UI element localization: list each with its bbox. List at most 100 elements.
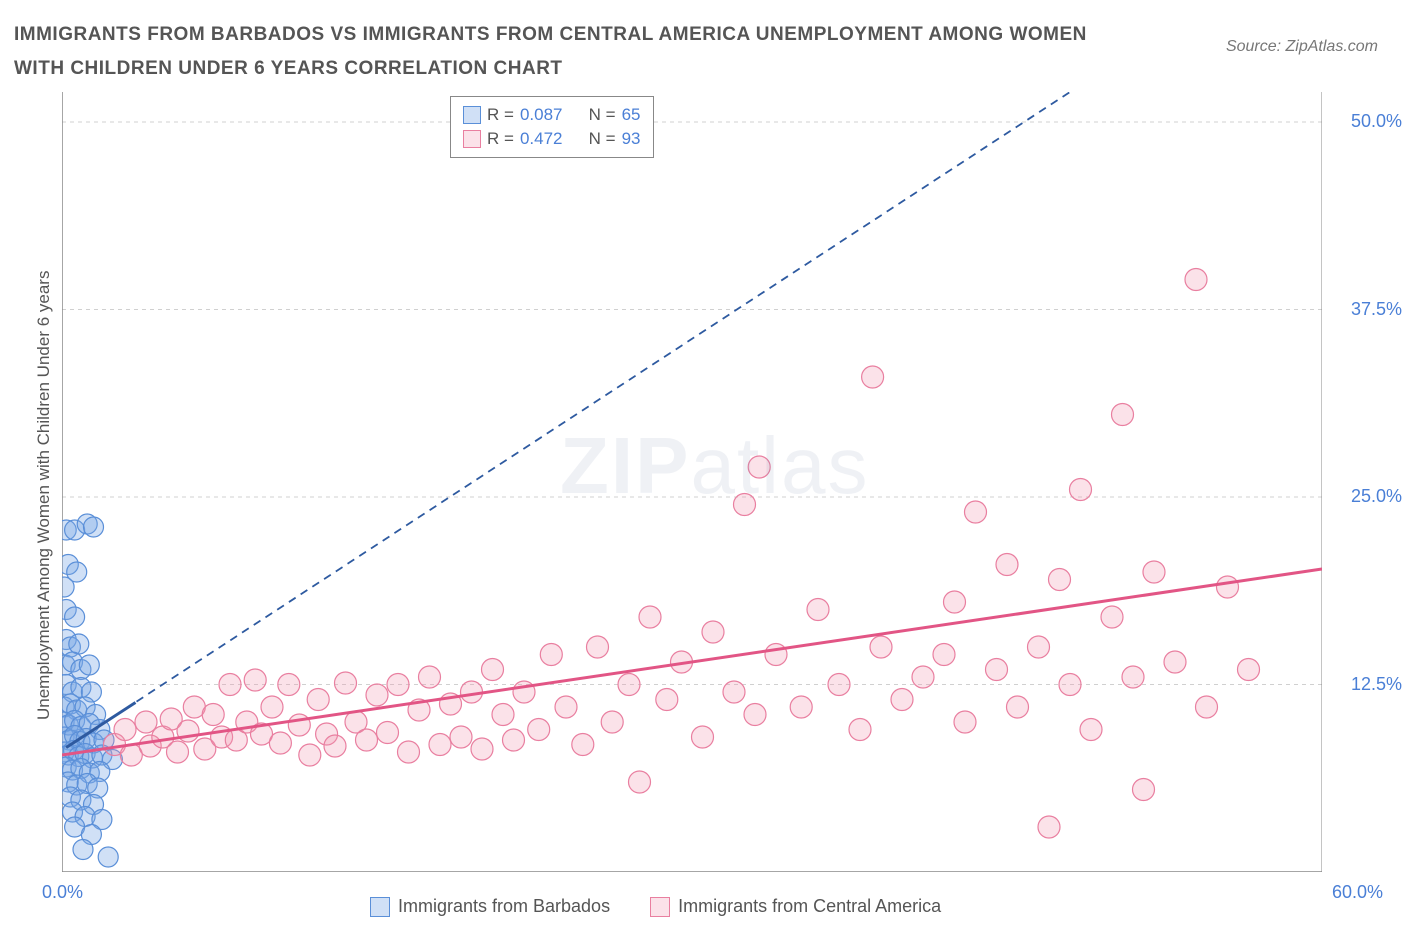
data-point-central: [1164, 651, 1186, 673]
data-point-central: [986, 659, 1008, 681]
data-point-central: [1070, 479, 1092, 501]
swatch-icon: [463, 106, 481, 124]
r-value: 0.087: [520, 105, 563, 125]
data-point-central: [954, 711, 976, 733]
data-point-central: [862, 366, 884, 388]
data-point-central: [572, 734, 594, 756]
stats-legend-box: R = 0.087 N = 65 R = 0.472 N = 93: [450, 96, 654, 158]
data-point-central: [503, 729, 525, 751]
data-point-central: [471, 738, 493, 760]
data-point-central: [1112, 404, 1134, 426]
legend-label: Immigrants from Barbados: [398, 896, 610, 917]
n-value: 93: [622, 129, 641, 149]
x-max-label: 60.0%: [1332, 882, 1383, 903]
data-point-central: [1133, 779, 1155, 801]
data-point-central: [1101, 606, 1123, 628]
data-point-central: [692, 726, 714, 748]
trend-line-barbados: [66, 92, 1070, 748]
data-point-central: [167, 741, 189, 763]
data-point-central: [1238, 659, 1260, 681]
data-point-central: [639, 606, 661, 628]
data-point-central: [1217, 576, 1239, 598]
data-point-central: [492, 704, 514, 726]
source-label: Source: ZipAtlas.com: [1226, 38, 1378, 56]
data-point-central: [807, 599, 829, 621]
data-point-central: [307, 689, 329, 711]
r-value: 0.472: [520, 129, 563, 149]
x-origin-label: 0.0%: [42, 882, 83, 903]
data-point-central: [366, 684, 388, 706]
data-point-central: [744, 704, 766, 726]
data-point-central: [1028, 636, 1050, 658]
data-point-central: [1185, 269, 1207, 291]
y-axis-title: Unemployment Among Women with Children U…: [34, 271, 54, 720]
data-point-central: [891, 689, 913, 711]
plot-area: [62, 92, 1322, 872]
data-point-central: [996, 554, 1018, 576]
data-point-central: [335, 672, 357, 694]
data-point-central: [261, 696, 283, 718]
y-tick-label: 37.5%: [1332, 299, 1402, 320]
data-point-central: [656, 689, 678, 711]
data-point-central: [702, 621, 724, 643]
data-point-central: [1038, 816, 1060, 838]
data-point-central: [870, 636, 892, 658]
data-point-central: [748, 456, 770, 478]
data-point-central: [244, 669, 266, 691]
swatch-icon: [463, 130, 481, 148]
data-point-central: [849, 719, 871, 741]
data-point-central: [1196, 696, 1218, 718]
data-point-central: [398, 741, 420, 763]
data-point-central: [587, 636, 609, 658]
data-point-central: [288, 714, 310, 736]
data-point-central: [528, 719, 550, 741]
data-point-central: [219, 674, 241, 696]
data-point-central: [299, 744, 321, 766]
data-point-barbados: [98, 847, 118, 867]
data-point-central: [114, 719, 136, 741]
y-tick-label: 25.0%: [1332, 486, 1402, 507]
data-point-central: [618, 674, 640, 696]
data-point-central: [1122, 666, 1144, 688]
legend-label: Immigrants from Central America: [678, 896, 941, 917]
data-point-central: [135, 711, 157, 733]
data-point-central: [202, 704, 224, 726]
data-point-central: [723, 681, 745, 703]
data-point-barbados: [73, 840, 93, 860]
data-point-central: [419, 666, 441, 688]
data-point-central: [429, 734, 451, 756]
y-tick-label: 12.5%: [1332, 674, 1402, 695]
data-point-central: [356, 729, 378, 751]
chart-title: IMMIGRANTS FROM BARBADOS VS IMMIGRANTS F…: [14, 18, 1114, 86]
data-point-central: [387, 674, 409, 696]
swatch-icon: [370, 897, 390, 917]
series-legend: Immigrants from Barbados Immigrants from …: [370, 896, 941, 917]
data-point-central: [1143, 561, 1165, 583]
data-point-central: [629, 771, 651, 793]
data-point-central: [377, 722, 399, 744]
data-point-central: [912, 666, 934, 688]
data-point-central: [324, 735, 346, 757]
data-point-central: [1049, 569, 1071, 591]
data-point-central: [601, 711, 623, 733]
data-point-barbados: [84, 517, 104, 537]
data-point-barbados: [69, 634, 89, 654]
legend-item: Immigrants from Central America: [650, 896, 941, 917]
data-point-central: [765, 644, 787, 666]
data-point-barbados: [79, 655, 99, 675]
data-point-central: [965, 501, 987, 523]
trend-line-central: [62, 569, 1322, 755]
data-point-central: [828, 674, 850, 696]
stats-row: R = 0.472 N = 93: [463, 127, 641, 151]
n-value: 65: [622, 105, 641, 125]
data-point-central: [450, 726, 472, 748]
stats-row: R = 0.087 N = 65: [463, 103, 641, 127]
data-point-central: [734, 494, 756, 516]
data-point-central: [278, 674, 300, 696]
data-point-central: [269, 732, 291, 754]
data-point-central: [944, 591, 966, 613]
data-point-central: [482, 659, 504, 681]
data-point-central: [555, 696, 577, 718]
plot-svg: [62, 92, 1322, 872]
legend-item: Immigrants from Barbados: [370, 896, 610, 917]
